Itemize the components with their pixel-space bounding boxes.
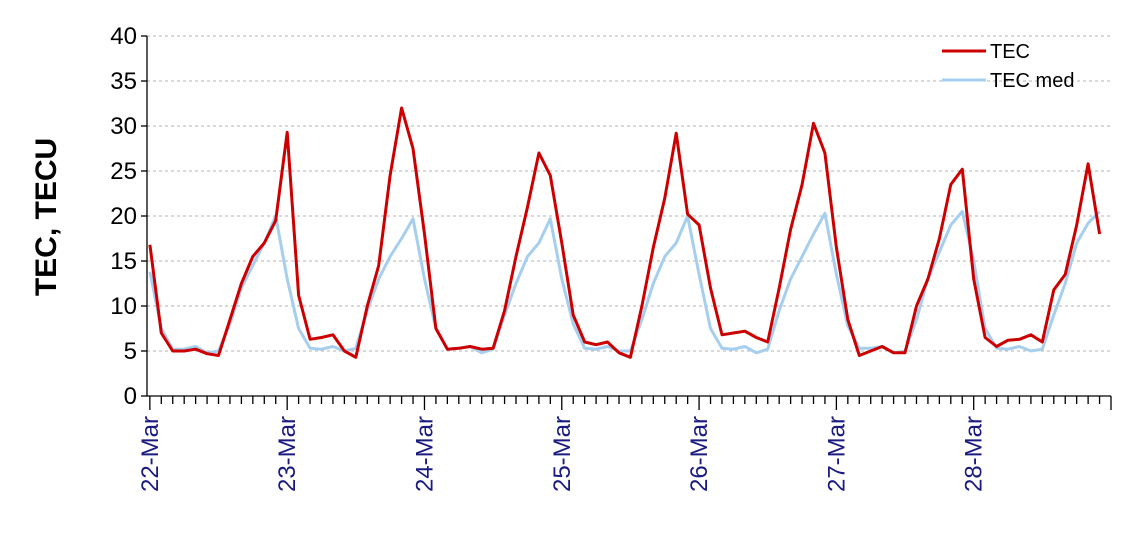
y-tick-label: 0 [124, 383, 137, 410]
legend-label-tec: TEC [990, 41, 1030, 63]
x-tick-label: 25-Mar [549, 416, 576, 492]
x-axis-tick-marks [149, 396, 1112, 410]
y-tick-label: 35 [110, 68, 137, 95]
y-axis-label: TEC, TECU [30, 138, 63, 296]
y-tick-label: 30 [110, 113, 137, 140]
series-line-tec-med [148, 210, 1101, 355]
x-tick-label: 28-Mar [961, 416, 988, 492]
y-tick-label: 40 [110, 23, 137, 50]
y-tick-label: 5 [124, 338, 137, 365]
legend: TEC TEC med [942, 41, 1074, 92]
x-axis-date-labels: 22-Mar 23-Mar 24-Mar 25-Mar 26-Mar 27-Mar 28-M… [137, 416, 988, 492]
x-tick-label: 24-Mar [411, 416, 438, 492]
x-tick-label: 27-Mar [823, 416, 850, 492]
y-tick-label: 25 [110, 158, 137, 185]
legend-label-tec-med: TEC med [990, 70, 1074, 92]
series-line-tec [148, 106, 1102, 359]
y-tick-label: 10 [110, 293, 137, 320]
y-tick-label: 15 [110, 248, 137, 275]
x-tick-label: 26-Mar [686, 416, 713, 492]
y-tick-label: 20 [110, 203, 137, 230]
series-lines [148, 106, 1102, 359]
y-axis-ticks: 0 5 10 15 20 25 30 35 40 [110, 23, 147, 410]
x-tick-label: 23-Mar [274, 416, 301, 492]
x-tick-label: 22-Mar [137, 416, 164, 492]
